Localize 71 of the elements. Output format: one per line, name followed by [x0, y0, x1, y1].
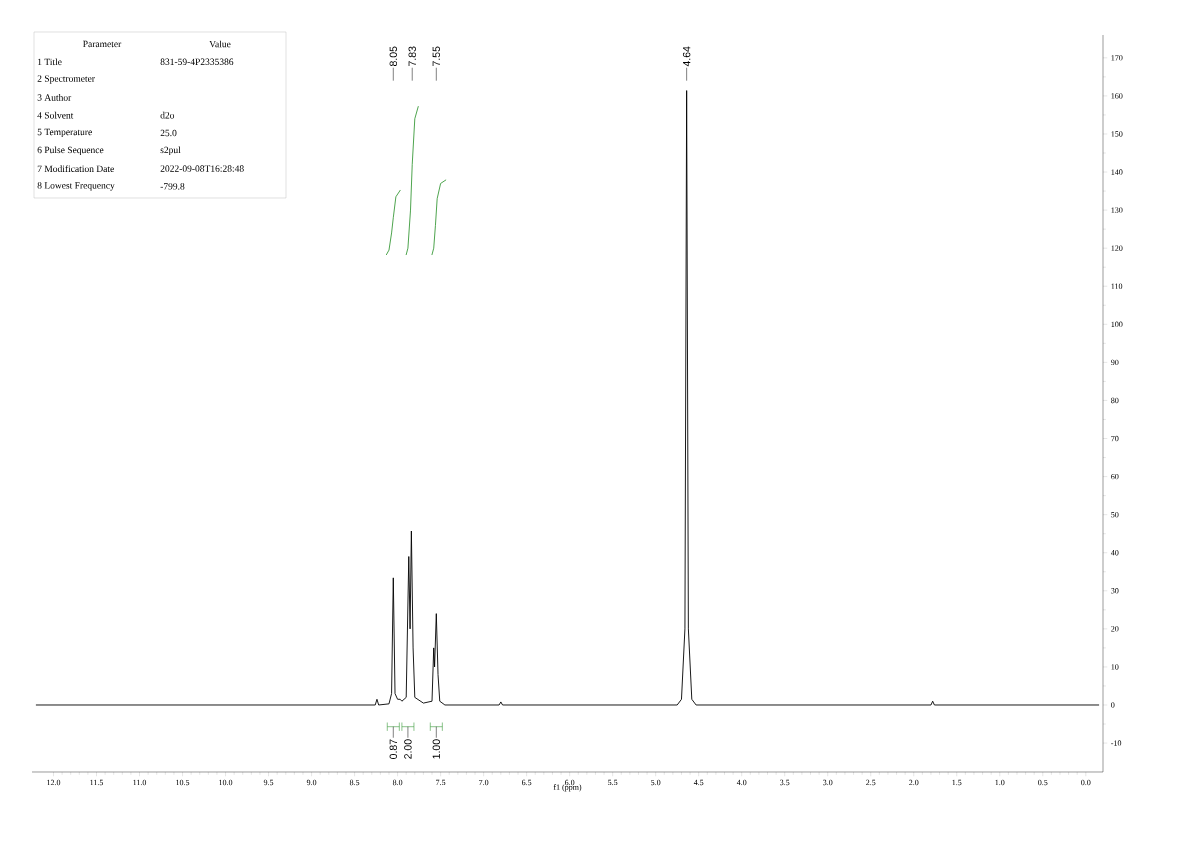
x-tick-label: 2.0	[909, 779, 919, 786]
y-tick-label: 20	[1111, 626, 1119, 632]
line-series	[385, 189, 401, 256]
y-tick-label: 90	[1111, 359, 1119, 366]
x-tick-label: 10.5	[176, 779, 190, 786]
annotation: s2pul	[160, 146, 181, 156]
y-tick-label: 100	[1111, 321, 1123, 328]
annotation: 2022-09-08T16:28:48	[160, 165, 244, 172]
y-tick-label: 170	[1111, 55, 1123, 61]
y-tick-label: 130	[1111, 207, 1123, 213]
annotation: 4 Solvent	[37, 111, 74, 119]
x-tick-label: 11.5	[90, 779, 104, 786]
annotation: 1.00	[432, 739, 441, 759]
y-tick-label: 70	[1111, 435, 1119, 442]
y-tick-label: 0	[1111, 702, 1115, 708]
x-tick-label: 9.0	[306, 779, 317, 786]
y-tick-label: 120	[1111, 245, 1123, 251]
annotation: Value	[209, 40, 231, 48]
x-tick-label: 5.0	[651, 779, 661, 786]
x-tick-label: 6.0	[564, 779, 575, 786]
x-tick-label: 12.0	[47, 779, 61, 786]
x-tick-label: 4.5	[693, 779, 704, 786]
y-tick-label: 60	[1111, 473, 1119, 480]
line-series	[431, 179, 447, 256]
y-tick-label: 40	[1110, 550, 1119, 556]
annotation: 6 Pulse Sequence	[37, 146, 104, 156]
x-tick-label: 3.5	[780, 779, 790, 786]
y-tick-label: -10	[1111, 740, 1122, 746]
y-tick-label: 30	[1111, 588, 1119, 594]
x-tick-label: 6.5	[521, 779, 532, 786]
annotation: 831-59-4P2335386	[160, 58, 234, 65]
annotation: 8.05	[389, 46, 398, 67]
y-tick-label: 140	[1111, 169, 1123, 175]
x-tick-label: 1.5	[952, 779, 962, 786]
annotation: 7.55	[432, 46, 440, 66]
annotation: 2.00	[404, 739, 412, 759]
x-axis-title: f1 (ppm)	[553, 784, 582, 792]
annotation: 7.83	[408, 46, 416, 66]
x-tick-label: 0.0	[1081, 779, 1091, 786]
x-tick-label: 11.0	[133, 779, 147, 786]
y-tick-label: 10	[1111, 664, 1119, 670]
annotation: d2o	[160, 111, 175, 119]
y-tick-label: 150	[1111, 131, 1123, 137]
x-tick-label: 9.5	[263, 779, 274, 786]
x-tick-label: 8.5	[349, 779, 360, 786]
y-tick-label: 160	[1111, 93, 1123, 99]
annotation: 8 Lowest Frequency	[37, 182, 115, 191]
x-tick-label: 10.0	[219, 779, 233, 786]
x-tick-label: 7.5	[436, 779, 446, 786]
x-tick-label: 3.0	[823, 779, 833, 786]
y-tick-label: 50	[1111, 511, 1119, 518]
y-tick-label: 110	[1111, 283, 1123, 289]
annotation: 5 Temperature	[37, 128, 92, 138]
x-tick-label: 7.0	[479, 779, 489, 786]
x-tick-label: 2.5	[866, 779, 876, 786]
annotation: 0.87	[389, 739, 398, 759]
y-tick-label: 80	[1111, 397, 1119, 404]
annotation: 25.0	[160, 129, 177, 137]
x-tick-label: 4.0	[736, 779, 747, 786]
annotation: Parameter	[83, 40, 122, 48]
annotation: -799.8	[160, 183, 185, 190]
x-tick-label: 5.5	[608, 779, 618, 786]
annotation: 4.64	[682, 46, 691, 67]
x-tick-label: 8.0	[392, 779, 403, 786]
x-tick-label: 0.5	[1038, 779, 1048, 786]
annotation: 7 Modification Date	[37, 165, 114, 172]
line-series	[405, 106, 419, 256]
x-tick-label: 1.0	[995, 779, 1005, 786]
annotation: 1 Title	[38, 58, 62, 66]
annotation: 2 Spectrometer	[37, 75, 95, 84]
annotation: 3 Author	[37, 94, 72, 101]
